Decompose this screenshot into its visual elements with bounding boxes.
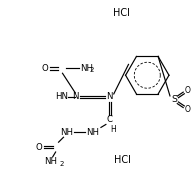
Text: O: O <box>185 105 191 114</box>
Text: H: H <box>110 125 116 134</box>
Text: S: S <box>171 95 177 104</box>
Text: C: C <box>107 115 113 124</box>
Text: O: O <box>35 143 42 152</box>
Text: HN: HN <box>55 92 68 101</box>
Text: N: N <box>107 92 113 101</box>
Text: HCl: HCl <box>114 155 131 165</box>
Text: O: O <box>41 64 48 73</box>
Text: NH: NH <box>80 64 93 73</box>
Text: HCl: HCl <box>113 8 130 18</box>
Text: 2: 2 <box>59 161 64 167</box>
Text: NH: NH <box>60 128 73 137</box>
Text: N: N <box>72 92 79 101</box>
Text: O: O <box>185 86 191 94</box>
Text: NH: NH <box>87 128 100 137</box>
Text: NH: NH <box>44 157 57 166</box>
Text: 2: 2 <box>90 67 94 73</box>
